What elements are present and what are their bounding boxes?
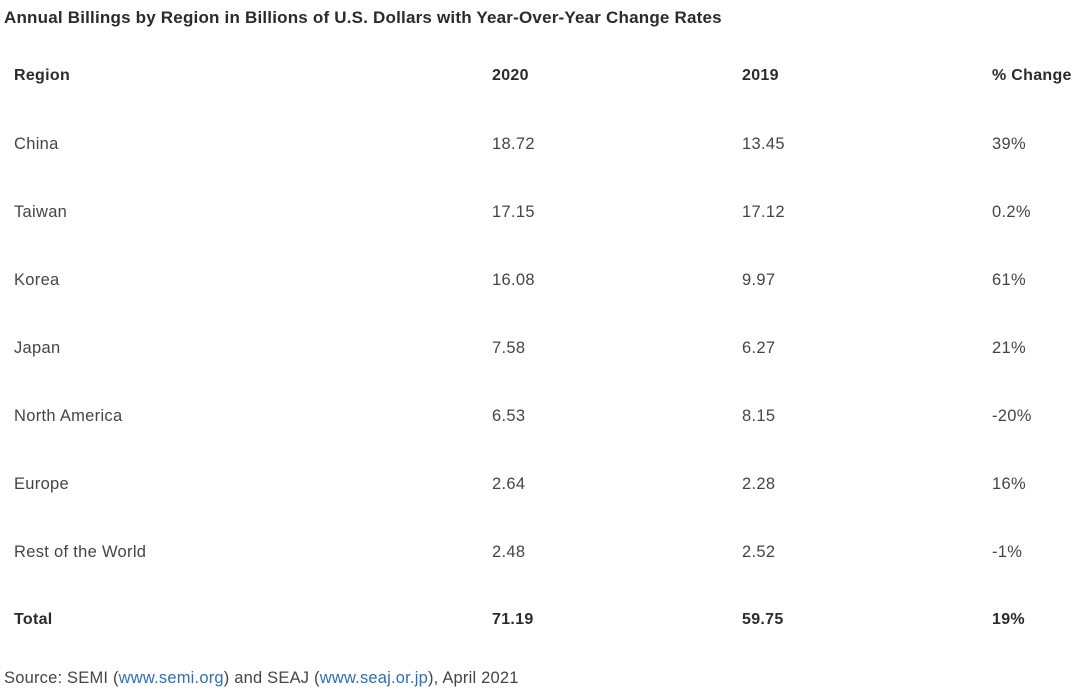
table-row: North America 6.53 8.15 -20%: [0, 382, 1092, 450]
value-2020-cell: 6.53: [492, 406, 526, 425]
value-2020-cell: 2.64: [492, 474, 526, 493]
semi-link[interactable]: www.semi.org: [118, 669, 224, 687]
column-header-2019: 2019: [742, 67, 779, 84]
column-header-change: % Change: [992, 67, 1072, 84]
change-cell: 21%: [992, 338, 1026, 357]
change-cell: -1%: [992, 542, 1023, 561]
table-row: Rest of the World 2.48 2.52 -1%: [0, 518, 1092, 586]
total-change-cell: 19%: [992, 611, 1025, 628]
value-2019-cell: 2.52: [742, 542, 776, 561]
table-row: Europe 2.64 2.28 16%: [0, 450, 1092, 518]
value-2019-cell: 2.28: [742, 474, 776, 493]
value-2020-cell: 18.72: [492, 134, 535, 153]
source-text-suffix: ), April 2021: [427, 669, 519, 687]
table-row: China 18.72 13.45 39%: [0, 110, 1092, 178]
change-cell: 61%: [992, 270, 1026, 289]
source-text-prefix: Source: SEMI (: [4, 669, 119, 687]
column-header-2020: 2020: [492, 67, 529, 84]
source-text-middle: ) and SEAJ (: [223, 669, 320, 687]
change-cell: 39%: [992, 134, 1026, 153]
value-2019-cell: 17.12: [742, 202, 785, 221]
value-2020-cell: 7.58: [492, 338, 526, 357]
region-cell: Europe: [14, 474, 70, 493]
region-cell: Taiwan: [14, 202, 68, 221]
value-2019-cell: 8.15: [742, 406, 776, 425]
table-row: Japan 7.58 6.27 21%: [0, 314, 1092, 382]
table-body: China 18.72 13.45 39% Taiwan 17.15 17.12 0.2% Ko…: [0, 110, 1092, 586]
change-cell: 16%: [992, 474, 1026, 493]
region-cell: North America: [14, 406, 123, 425]
region-cell: Japan: [14, 338, 61, 357]
column-header-region: Region: [14, 67, 71, 84]
value-2020-cell: 2.48: [492, 542, 526, 561]
table-header-row: Region 2020 2019 % Change: [0, 42, 1092, 110]
seaj-link[interactable]: www.seaj.or.jp: [319, 669, 428, 687]
change-cell: -20%: [992, 406, 1032, 425]
total-2020-cell: 71.19: [492, 611, 534, 628]
table-total-row: Total 71.19 59.75 19%: [0, 586, 1092, 654]
table-row: Korea 16.08 9.97 61%: [0, 246, 1092, 314]
value-2020-cell: 16.08: [492, 270, 535, 289]
region-cell: Korea: [14, 270, 60, 289]
value-2019-cell: 9.97: [742, 270, 776, 289]
value-2019-cell: 6.27: [742, 338, 776, 357]
billings-table: Region 2020 2019 % Change China 18.72 13.4…: [0, 42, 1092, 654]
value-2020-cell: 17.15: [492, 202, 535, 221]
region-cell: China: [14, 134, 59, 153]
page-title: Annual Billings by Region in Billions of…: [4, 8, 722, 27]
total-label-cell: Total: [14, 611, 53, 628]
region-cell: Rest of the World: [14, 542, 147, 561]
change-cell: 0.2%: [992, 202, 1031, 221]
value-2019-cell: 13.45: [742, 134, 785, 153]
table-row: Taiwan 17.15 17.12 0.2%: [0, 178, 1092, 246]
total-2019-cell: 59.75: [742, 611, 784, 628]
source-line: Source: SEMI (www.semi.org) and SEAJ (ww…: [0, 654, 1092, 688]
